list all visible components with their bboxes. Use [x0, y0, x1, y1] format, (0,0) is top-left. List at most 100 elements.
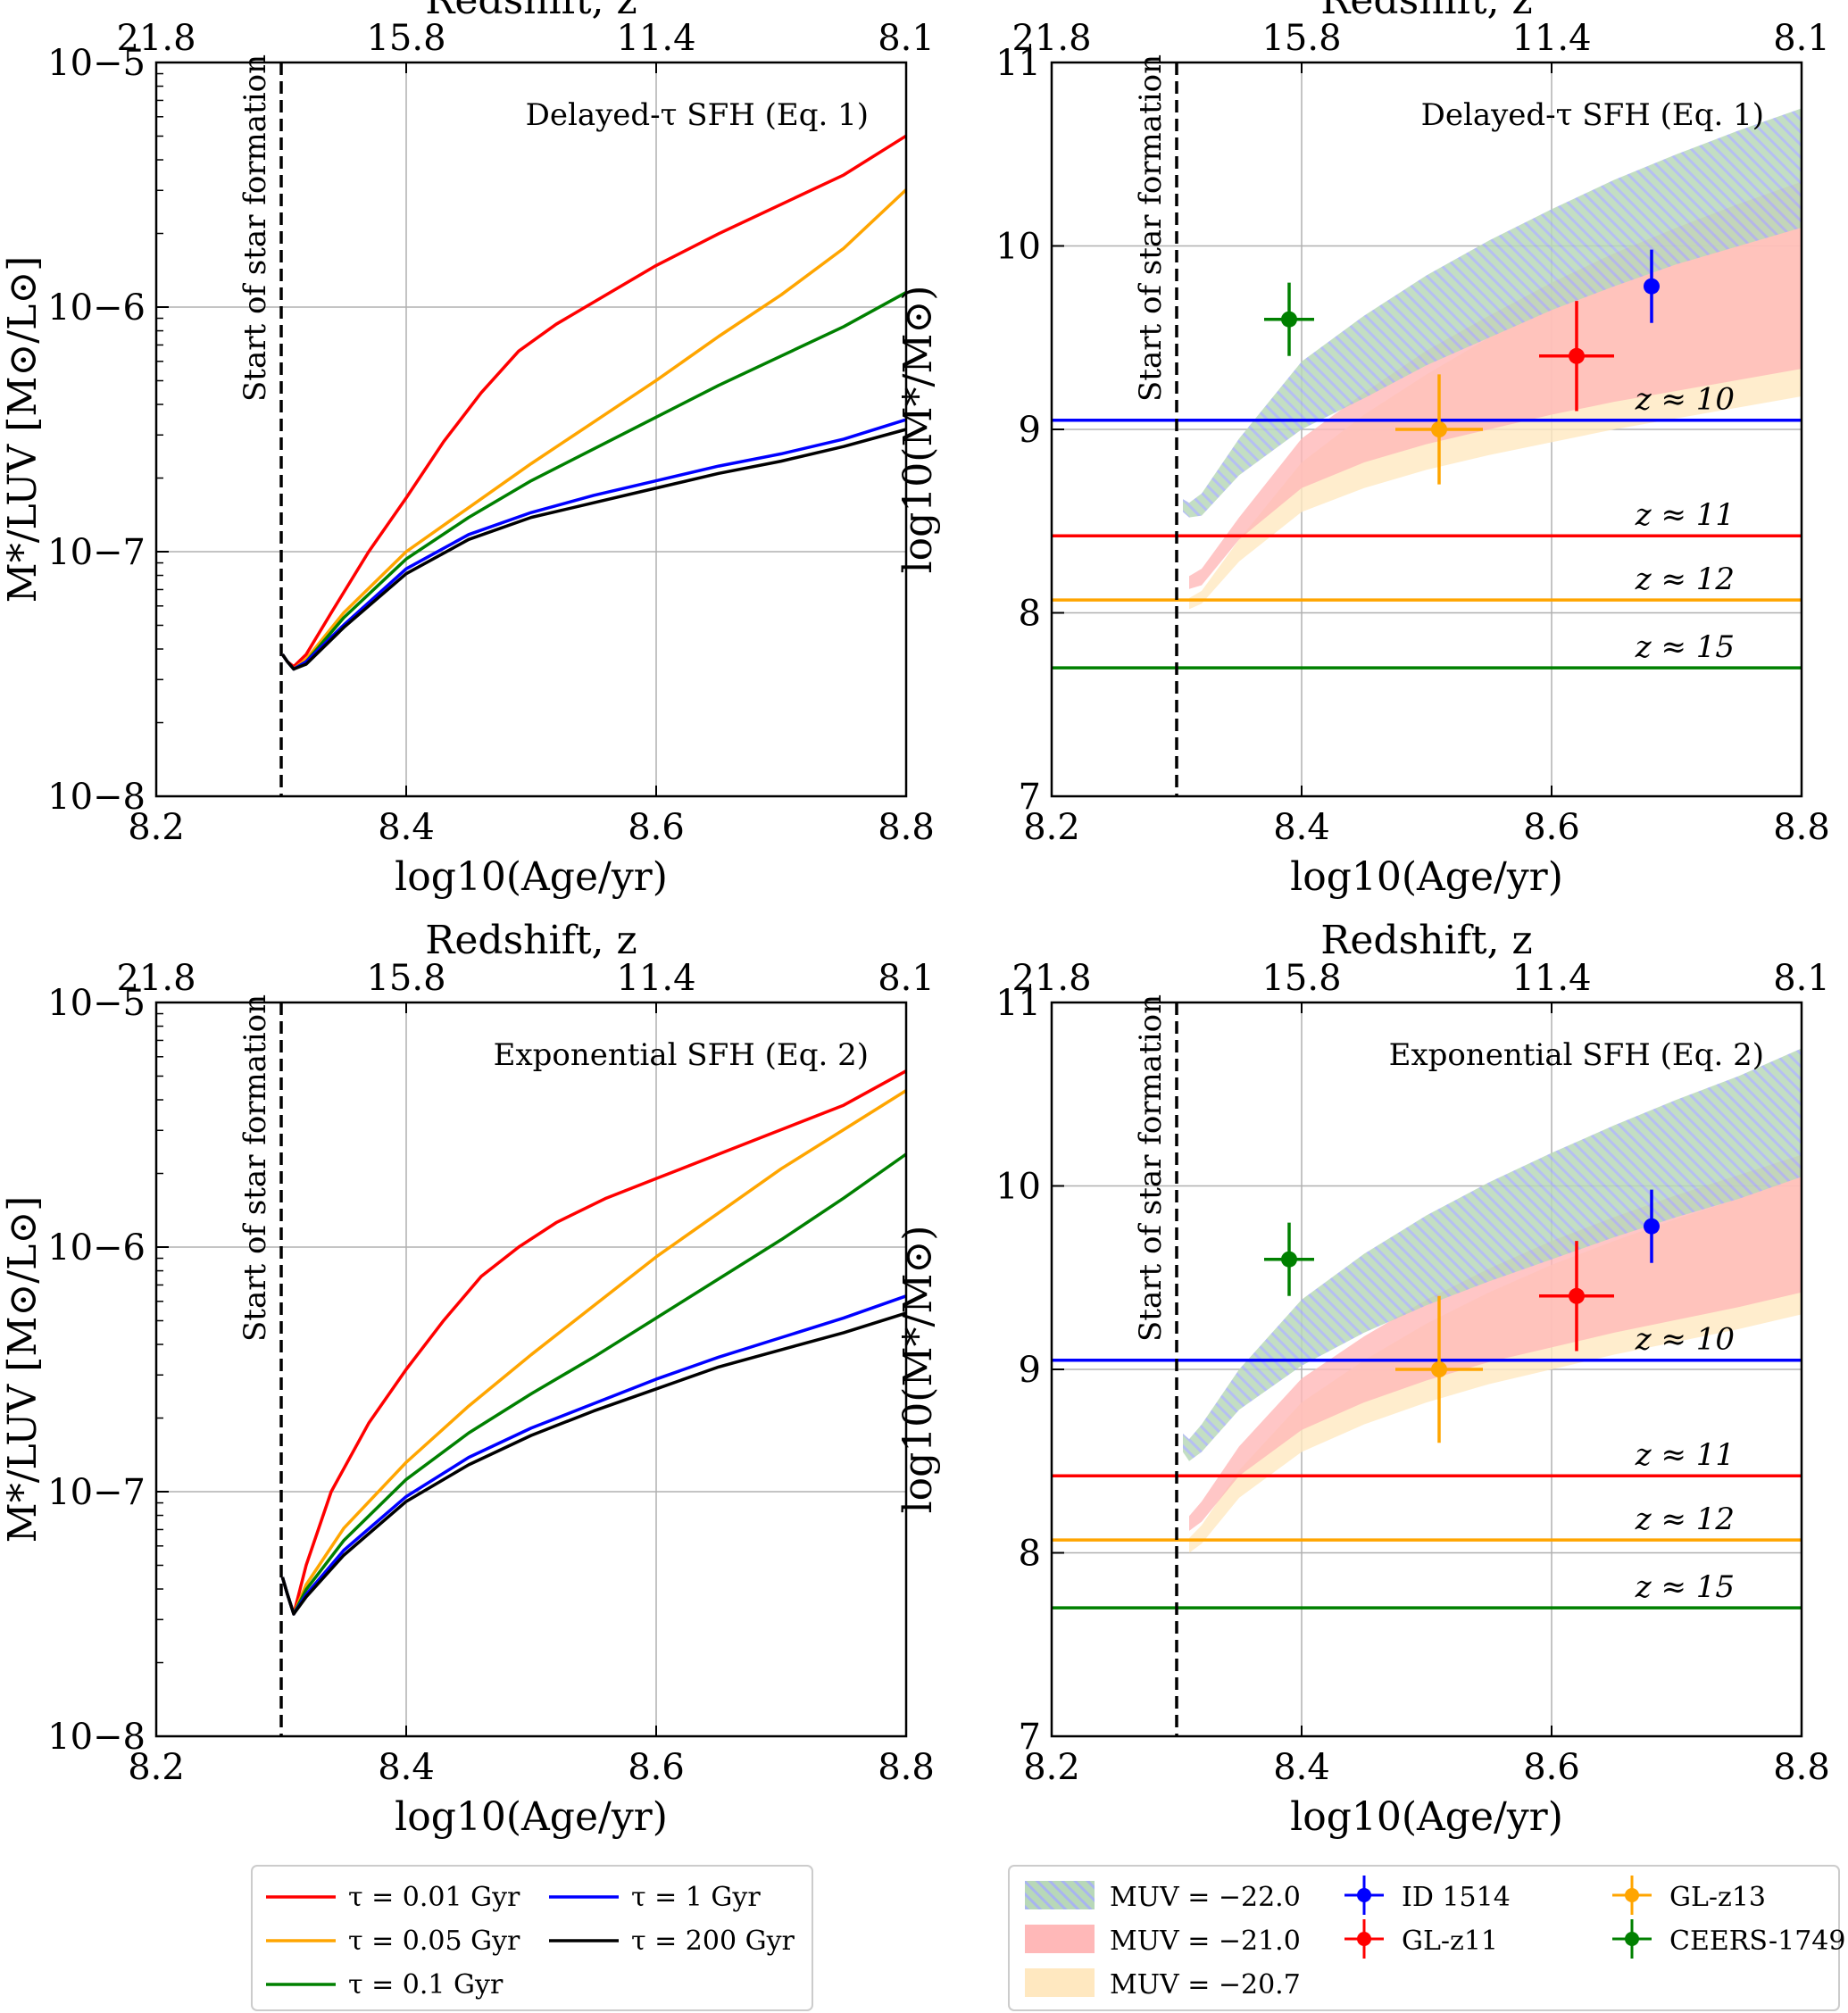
point-marker [1431, 421, 1447, 437]
point-marker [1644, 1218, 1660, 1235]
x-tick-label: 8.8 [1773, 807, 1830, 848]
legend-swatch-2 [1025, 1968, 1095, 1997]
y-axis-label: log10(M*/M⊙) [895, 1226, 941, 1514]
y-axis-label: log10(M*/M⊙) [895, 286, 941, 574]
y-tick-label: 9 [1019, 1350, 1041, 1391]
data-point-1 [1539, 1241, 1614, 1352]
top-axis-label: Redshift, z [1320, 0, 1532, 23]
top-tick-label: 11.4 [1511, 958, 1591, 999]
top-tick-label: 15.8 [1261, 18, 1341, 59]
legend-label-3: ID 1514 [1402, 1882, 1511, 1913]
series-line-2 [280, 1152, 908, 1616]
point-marker [1644, 278, 1660, 295]
x-tick-label: 8.6 [628, 1747, 685, 1788]
y-tick-label: 10−7 [47, 532, 146, 573]
start-label: Start of star formation [1133, 994, 1169, 1342]
hline-label-2: z ≈ 12 [1635, 1501, 1735, 1537]
y-tick-label: 10−7 [47, 1472, 146, 1513]
point-marker [1569, 347, 1585, 364]
panel-exp-mass: z ≈ 10 z ≈ 11 z ≈ 12 z ≈ 15 Start of star fo… [895, 918, 1830, 1840]
data-point-1 [1539, 301, 1614, 412]
legend-frame [251, 1865, 813, 2011]
sfh-annotation: Delayed-τ SFH (Eq. 1) [526, 97, 869, 133]
axes-frame [154, 1001, 908, 1738]
x-tick-label: 8.2 [1023, 807, 1080, 848]
x-tick-label: 8.4 [378, 1747, 435, 1788]
top-tick-label: 21.8 [1011, 958, 1091, 999]
y-tick-label: 10−5 [47, 983, 146, 1024]
series-line-3 [280, 418, 907, 671]
point-marker [1281, 1251, 1297, 1268]
band-2 [1183, 108, 1802, 518]
top-tick-label: 11.4 [616, 958, 695, 999]
legend-label-6: CEERS-1749 [1669, 1926, 1845, 1957]
legend-label-4: GL-z11 [1402, 1926, 1498, 1957]
series-line-2 [280, 291, 907, 671]
y-tick-label: 8 [1019, 594, 1041, 635]
x-tick-label: 8.8 [878, 807, 935, 848]
band-2 [1183, 1048, 1802, 1461]
start-label: Start of star formation [237, 994, 273, 1342]
top-tick-label: 8.1 [878, 18, 935, 59]
data-point-0 [1644, 1189, 1660, 1263]
legend-marker-5 [1625, 1888, 1639, 1902]
y-tick-label: 9 [1019, 410, 1041, 451]
series-line-4 [280, 428, 907, 671]
data-point-3 [1264, 1222, 1314, 1296]
legend-label-5: GL-z13 [1669, 1882, 1766, 1913]
top-axis-label: Redshift, z [425, 0, 637, 23]
legend-marker-4 [1357, 1932, 1371, 1946]
y-tick-label: 7 [1019, 777, 1041, 818]
data-point-2 [1395, 374, 1483, 485]
panel-delayed-mass: z ≈ 10 z ≈ 11 z ≈ 12 z ≈ 15 Start of star fo… [895, 0, 1830, 900]
x-axis-label: log10(Age/yr) [1290, 854, 1563, 900]
point-marker [1569, 1287, 1585, 1304]
top-axis-label: Redshift, z [425, 918, 637, 963]
hline-label-1: z ≈ 11 [1635, 497, 1735, 533]
point-marker [1281, 311, 1297, 328]
data-point-3 [1264, 282, 1314, 356]
y-tick-label: 8 [1019, 1534, 1041, 1575]
x-tick-label: 8.8 [1773, 1747, 1830, 1788]
x-axis-label: log10(Age/yr) [1290, 1794, 1563, 1840]
point-marker [1431, 1361, 1447, 1377]
start-label: Start of star formation [237, 54, 273, 402]
y-tick-label: 10−8 [47, 1717, 146, 1758]
data-point-0 [1644, 249, 1660, 323]
top-tick-label: 21.8 [116, 18, 196, 59]
hline-label-3: z ≈ 15 [1635, 1569, 1735, 1605]
y-tick-label: 10 [995, 1167, 1041, 1208]
x-tick-label: 8.2 [128, 807, 185, 848]
top-tick-label: 15.8 [1261, 958, 1341, 999]
x-tick-label: 8.2 [128, 1747, 185, 1788]
x-tick-label: 8.6 [1523, 807, 1580, 848]
series-line-0 [280, 1069, 907, 1616]
x-tick-label: 8.6 [628, 807, 685, 848]
sfh-annotation: Delayed-τ SFH (Eq. 1) [1421, 97, 1764, 133]
hline-label-3: z ≈ 15 [1635, 629, 1735, 665]
series-line-4 [280, 1311, 907, 1616]
hline-label-1: z ≈ 11 [1635, 1437, 1735, 1473]
y-tick-label: 11 [995, 43, 1041, 84]
top-tick-label: 11.4 [1511, 18, 1591, 59]
x-axis-label: log10(Age/yr) [395, 1794, 668, 1840]
legend-label-0: τ = 0.01 Gyr [348, 1882, 520, 1913]
hline-label-0: z ≈ 10 [1635, 382, 1735, 418]
band-1 [1189, 1154, 1802, 1531]
series-line-1 [280, 1089, 907, 1616]
top-tick-label: 8.1 [1773, 18, 1830, 59]
legend-swatch-0 [1025, 1881, 1095, 1909]
x-tick-label: 8.6 [1523, 1747, 1580, 1788]
legend-label-0: MUV = −22.0 [1110, 1882, 1301, 1913]
start-label: Start of star formation [1133, 54, 1169, 402]
y-tick-label: 10−8 [47, 777, 146, 818]
sfh-annotation: Exponential SFH (Eq. 2) [1389, 1037, 1764, 1073]
sfh-annotation: Exponential SFH (Eq. 2) [494, 1037, 869, 1073]
legend-label-1: MUV = −21.0 [1110, 1926, 1301, 1957]
hline-label-2: z ≈ 12 [1635, 561, 1735, 597]
top-tick-label: 15.8 [366, 958, 445, 999]
top-tick-label: 21.8 [1011, 18, 1091, 59]
series-line-3 [280, 1294, 907, 1616]
